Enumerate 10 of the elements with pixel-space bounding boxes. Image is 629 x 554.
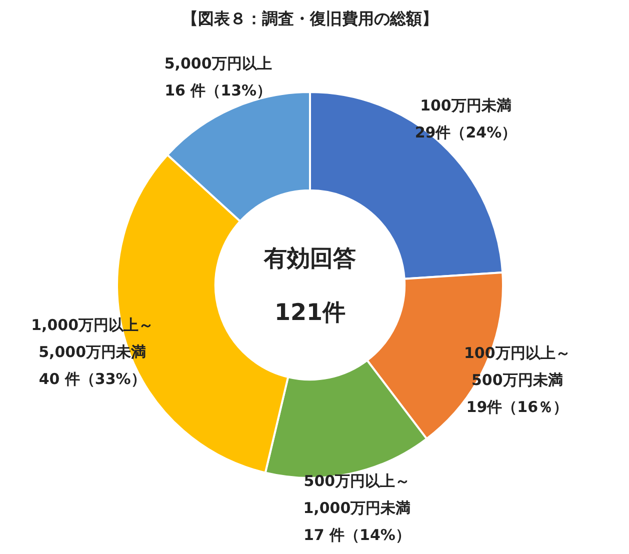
- data-label: 17 件（14%）: [303, 526, 410, 544]
- text: 121件: [274, 300, 346, 326]
- chart-title: 【図表８：調査・復旧費用の総額】: [182, 9, 438, 28]
- data-label: 40 件（33%）: [38, 370, 146, 388]
- text: 有効回答: [263, 246, 356, 272]
- slice-label: 5,000万円以上: [164, 54, 272, 72]
- slice-label: 100万円未満: [420, 96, 512, 115]
- data-label: 16 件（13%）: [164, 81, 272, 100]
- data-label: 19件（16％）: [466, 398, 568, 416]
- slice-label: 500万円以上～1,000万円未満: [303, 472, 411, 518]
